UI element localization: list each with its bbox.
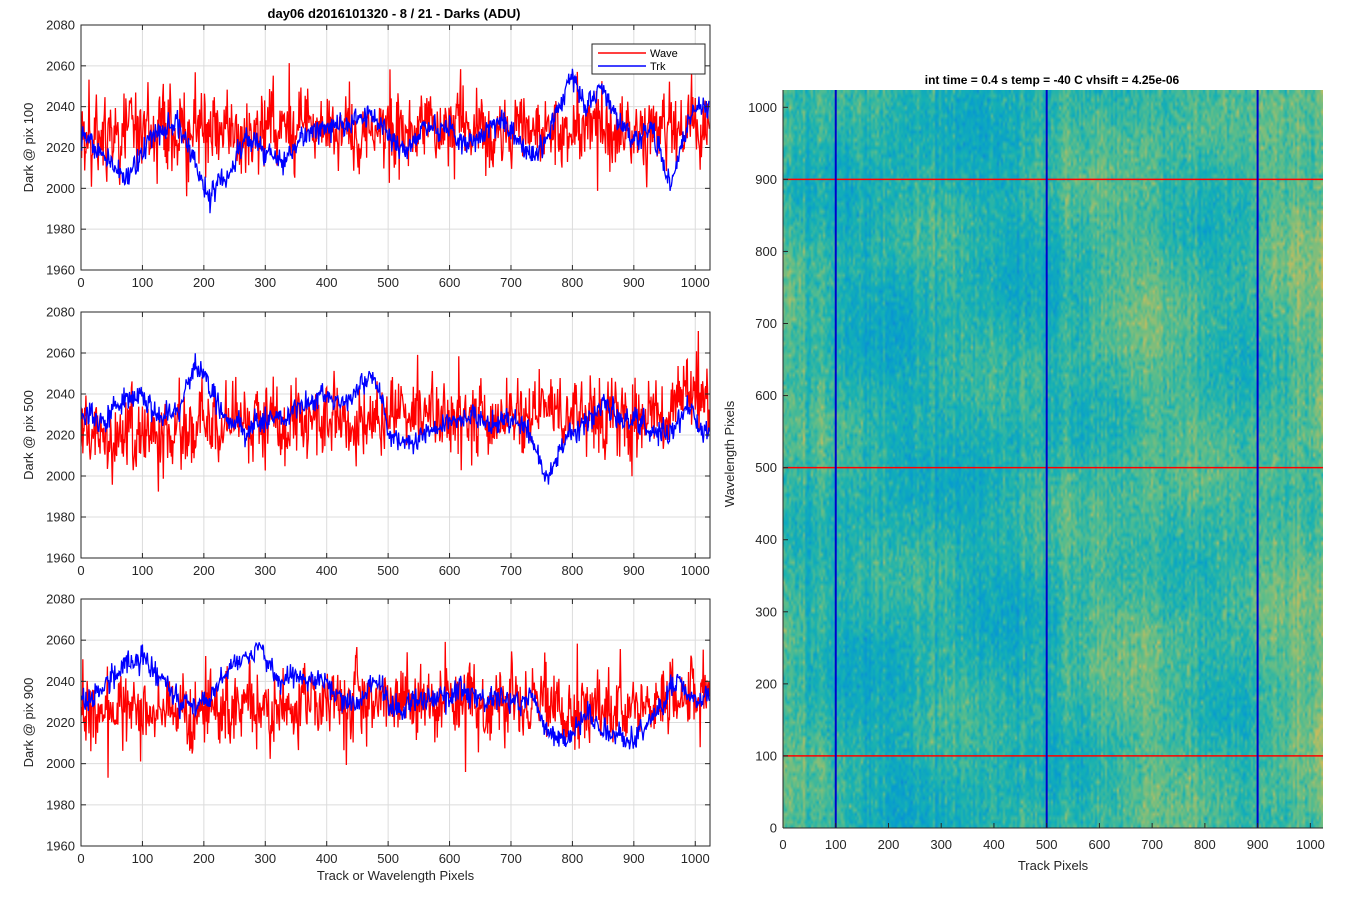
heatmap-title: int time = 0.4 s temp = -40 C vhsift = 4… — [925, 73, 1180, 87]
x-axis-label: Track or Wavelength Pixels — [317, 868, 475, 883]
y-tick-label: 2080 — [46, 305, 75, 320]
x-tick-label: 400 — [316, 563, 338, 578]
legend-label-trk: Trk — [650, 61, 666, 73]
y-tick-label: 2040 — [46, 99, 75, 114]
x-tick-label: 300 — [254, 851, 276, 866]
series-line-trk — [81, 68, 710, 214]
x-tick-label: 300 — [254, 275, 276, 290]
y-tick-label: 400 — [755, 532, 777, 547]
y-tick-label: 2000 — [46, 181, 75, 196]
x-tick-label: 300 — [254, 563, 276, 578]
x-tick-label: 700 — [500, 851, 522, 866]
x-tick-label: 100 — [132, 275, 154, 290]
x-tick-label: 0 — [77, 275, 84, 290]
y-tick-label: 2060 — [46, 346, 75, 361]
y-axis-label: Dark @ pix 100 — [21, 103, 36, 193]
y-tick-label: 2040 — [46, 387, 75, 402]
y-tick-label: 1960 — [46, 263, 75, 278]
x-tick-label: 200 — [193, 851, 215, 866]
y-tick-label: 700 — [755, 316, 777, 331]
x-tick-label: 600 — [1089, 837, 1111, 852]
y-tick-label: 0 — [770, 821, 777, 836]
x-tick-label: 900 — [623, 563, 645, 578]
series-line-trk — [81, 641, 710, 750]
x-tick-label: 900 — [623, 275, 645, 290]
line-plot-pix-500: 0 100 200 300 400 500 600 700 800 900 1000 1960 1980… — [21, 305, 711, 578]
line-plot-pix-100: 0 100 200 300 400 500 600 700 800 900 1000 1960 1980… — [21, 18, 711, 290]
series-line-trk — [81, 353, 710, 485]
y-tick-label: 2080 — [46, 592, 75, 607]
line-plot-pix-900: 0 100 200 300 400 500 600 700 800 900 1000 1960 1980… — [21, 592, 711, 883]
x-tick-label: 1000 — [681, 275, 710, 290]
x-tick-label: 600 — [439, 275, 461, 290]
legend-box — [591, 43, 706, 75]
x-tick-label: 700 — [1141, 837, 1163, 852]
x-tick-label: 700 — [500, 275, 522, 290]
x-tick-label: 400 — [983, 837, 1005, 852]
y-tick-label: 1980 — [46, 510, 75, 525]
x-tick-label: 0 — [779, 837, 786, 852]
legend-label-wave: Wave — [650, 48, 678, 60]
series-line-wave — [81, 330, 710, 492]
x-tick-label: 200 — [878, 837, 900, 852]
y-tick-label: 1980 — [46, 222, 75, 237]
y-tick-label: 2060 — [46, 58, 75, 73]
x-tick-label: 400 — [316, 275, 338, 290]
heatmap-plot: int time = 0.4 s temp = -40 C vhsift = 4… — [722, 73, 1325, 873]
x-tick-label: 100 — [825, 837, 847, 852]
x-tick-label: 1000 — [1296, 837, 1325, 852]
y-tick-label: 2000 — [46, 469, 75, 484]
y-tick-label: 2020 — [46, 140, 75, 155]
x-tick-label: 700 — [500, 563, 522, 578]
y-tick-label: 2040 — [46, 674, 75, 689]
x-tick-label: 100 — [132, 851, 154, 866]
x-tick-label: 100 — [132, 563, 154, 578]
x-tick-label: 1000 — [681, 851, 710, 866]
y-tick-label: 2020 — [46, 428, 75, 443]
y-tick-label: 2000 — [46, 756, 75, 771]
x-tick-label: 200 — [193, 275, 215, 290]
x-tick-label: 500 — [377, 563, 399, 578]
x-tick-label: 500 — [377, 851, 399, 866]
heatmap-image — [783, 90, 1323, 828]
x-tick-label: 1000 — [681, 563, 710, 578]
x-tick-label: 500 — [377, 275, 399, 290]
y-tick-label: 300 — [755, 604, 777, 619]
x-tick-label: 800 — [1194, 837, 1216, 852]
series-line-wave — [81, 641, 710, 778]
x-tick-label: 300 — [930, 837, 952, 852]
y-tick-label: 600 — [755, 388, 777, 403]
figure-suptitle: day06 d2016101320 - 8 / 21 - Darks (ADU) — [268, 6, 521, 21]
y-tick-label: 2060 — [46, 633, 75, 648]
y-tick-label: 1980 — [46, 797, 75, 812]
x-tick-label: 0 — [77, 563, 84, 578]
x-tick-label: 400 — [316, 851, 338, 866]
y-tick-label: 900 — [755, 172, 777, 187]
y-axis-label: Wavelength Pixels — [722, 400, 737, 507]
y-tick-label: 1960 — [46, 839, 75, 854]
x-axis-label: Track Pixels — [1018, 858, 1089, 873]
x-tick-label: 600 — [439, 851, 461, 866]
y-tick-label: 2020 — [46, 715, 75, 730]
y-tick-label: 2080 — [46, 18, 75, 33]
x-tick-label: 800 — [562, 275, 584, 290]
y-tick-label: 500 — [755, 460, 777, 475]
y-tick-label: 800 — [755, 244, 777, 259]
y-axis-label: Dark @ pix 500 — [21, 390, 36, 480]
x-tick-label: 900 — [623, 851, 645, 866]
x-tick-label: 200 — [193, 563, 215, 578]
x-tick-label: 900 — [1247, 837, 1269, 852]
x-tick-label: 500 — [1036, 837, 1058, 852]
y-tick-label: 1000 — [748, 100, 777, 115]
y-tick-label: 1960 — [46, 551, 75, 566]
y-tick-label: 200 — [755, 676, 777, 691]
y-tick-label: 100 — [755, 748, 777, 763]
x-tick-label: 0 — [77, 851, 84, 866]
x-tick-label: 800 — [562, 851, 584, 866]
x-tick-label: 800 — [562, 563, 584, 578]
y-axis-label: Dark @ pix 900 — [21, 678, 36, 768]
x-tick-label: 600 — [439, 563, 461, 578]
